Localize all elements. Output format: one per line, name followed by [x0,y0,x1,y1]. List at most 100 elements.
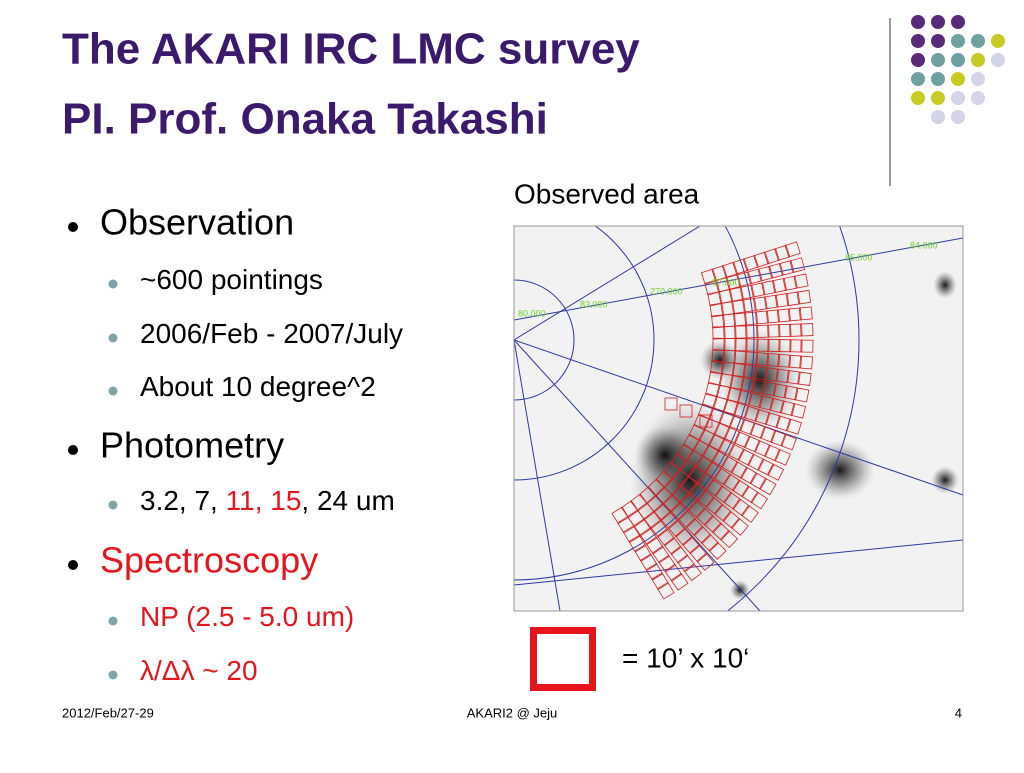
pointing [757,458,775,476]
text-segment: 11, 15 [226,485,302,516]
pointing [670,572,689,591]
pointing [658,554,677,573]
pointing [739,284,755,300]
pointing [766,463,785,481]
pointing [732,498,750,517]
map-blob [931,466,959,494]
pointing [730,461,748,479]
pointing [789,339,803,353]
dot [931,15,945,29]
pointing [733,431,751,449]
pointing [664,397,678,411]
pointing [745,325,759,339]
pointing [696,489,715,508]
pointing [725,274,742,290]
pointing [704,279,721,296]
pointing [747,453,765,471]
pointing [739,418,756,436]
map-label: 84.000 [910,240,938,250]
pointing [634,544,652,562]
pointing [753,440,771,457]
pointing [787,307,802,322]
pointing [697,403,715,420]
pointing [723,491,742,510]
pointing [742,364,758,379]
pointing [688,482,707,501]
dot [971,34,985,48]
pointing [671,485,690,504]
pointing [718,410,735,428]
pointing [651,545,670,564]
pointing [728,414,746,432]
pointing [710,359,725,375]
dot [911,34,925,48]
sub-bullet-text: 3.2, 7, 11, 15, 24 um [140,485,395,516]
pointing [700,268,718,285]
pointing [660,511,679,530]
pointing [763,248,780,265]
pointing [713,503,732,522]
pointing [639,553,658,572]
pointing [768,262,784,279]
pointing [793,273,809,289]
legend-text: = 10’ x 10‘ [622,642,749,673]
pointing [656,581,675,600]
pointing [679,492,698,511]
sub-bullet-dot [108,616,118,626]
pointing [611,506,629,525]
footer-date: 2012/Feb/27-29 [62,705,154,720]
map-label: 87.000 [712,277,740,287]
bullet-text: Photometry [100,425,284,466]
pointing [664,563,683,582]
pointing [617,515,635,534]
pointing-grid [611,241,814,600]
dot [951,15,965,29]
sub-bullet-dot [108,279,118,289]
bullet-dot [68,445,78,455]
pointing [778,323,792,338]
pointing [643,510,662,529]
pointing [796,289,812,305]
decoration-dots [911,15,1005,124]
pointing [670,452,688,471]
sub-bullet-dot [108,670,118,680]
dot [971,91,985,105]
pointing [753,365,769,381]
dot [971,53,985,67]
pointing [755,310,769,325]
pointing [633,518,652,537]
pointing [630,493,649,512]
pointing [772,383,788,399]
pointing [756,338,770,352]
pointing [726,387,743,403]
pointing [774,244,791,261]
dot [911,15,925,29]
pointing [755,352,770,366]
pointing [638,486,657,505]
pointing [744,311,758,326]
pointing [704,461,723,480]
bullet-text: Observation [100,202,294,243]
dot [911,91,925,105]
pointing [628,534,647,553]
sub-bullet-dot [108,333,118,343]
title-line: PI. Prof. Onaka Takashi [62,95,548,144]
pointing [728,286,744,302]
pointing [779,400,796,416]
text-segment: ~600 pointings [140,264,323,295]
pointing [696,552,715,571]
sub-bullet-text: 2006/Feb - 2007/July [140,318,403,349]
pointing [676,443,695,462]
pointing [785,418,802,435]
pointing [770,430,787,447]
dot [951,34,965,48]
title-line: The AKARI IRC LMC survey [62,25,640,74]
pointing [800,339,814,353]
pointing [655,470,674,489]
pointing [711,450,729,468]
bullet-text: Spectroscopy [100,540,318,581]
pointing [682,433,701,452]
pointing [722,473,741,492]
pointing [717,438,736,456]
sub-bullet-dot [108,386,118,396]
